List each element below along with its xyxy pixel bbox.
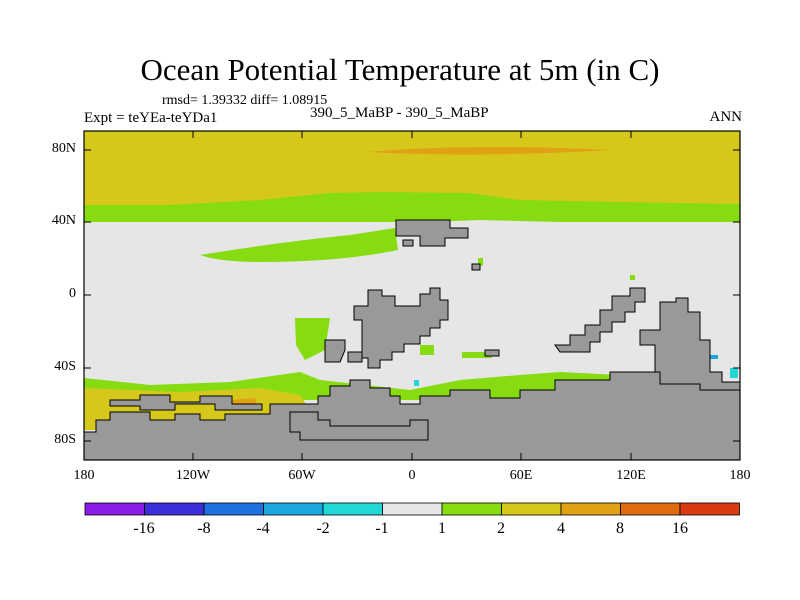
x-tick-180w: 180 [73, 468, 95, 483]
pacific-green-streak [200, 228, 398, 262]
y-tick-80n: 80N [51, 141, 76, 156]
land-ice-shelf [289, 411, 429, 441]
plot-title: Ocean Potential Temperature at 5m (in C) [140, 52, 660, 87]
colorbar-label-m2: -2 [316, 520, 330, 537]
green-spot-2 [630, 275, 635, 280]
land-small-c [347, 351, 363, 363]
land-masses [84, 219, 740, 460]
colorbar-box-3 [263, 502, 324, 516]
band-north-green [84, 192, 740, 222]
colorbar [84, 502, 740, 516]
land-island-a [402, 239, 414, 247]
colorbar-label-8: 8 [616, 520, 624, 537]
arctic-orange-streak [368, 146, 610, 155]
colorbar-box-8 [560, 502, 621, 516]
colorbar-label-1: 1 [438, 520, 446, 537]
x-tick-60e: 60E [509, 468, 533, 483]
colorbar-box-0 [84, 502, 145, 516]
colorbar-label-m1: -1 [375, 520, 389, 537]
y-tick-40n: 40N [51, 213, 76, 228]
colorbar-box-1 [144, 502, 205, 516]
land-europe [395, 219, 469, 247]
colorbar-label-4: 4 [557, 520, 565, 537]
y-tick-40s: 40S [54, 359, 76, 374]
colorbar-box-5 [382, 502, 443, 516]
x-tick-120e: 120E [616, 468, 646, 483]
green-spot-1 [478, 258, 483, 266]
land-south-africa-tip [324, 339, 346, 363]
colorbar-box-4 [322, 502, 383, 516]
cool-spot-pacific-b [730, 368, 738, 378]
land-island-b [471, 263, 481, 271]
colorbar-box-10 [679, 502, 740, 516]
cool-spot-pacific-a [708, 355, 718, 359]
colorbar-label-m16: -16 [133, 520, 155, 537]
colorbar-label-16: 16 [672, 520, 688, 537]
green-spot-4 [462, 352, 492, 358]
y-tick-80s: 80S [54, 432, 76, 447]
colorbar-label-2: 2 [497, 520, 505, 537]
land-small-d [484, 349, 500, 357]
land-asia-arc [554, 287, 646, 353]
colorbar-box-6 [441, 502, 502, 516]
x-tick-60w: 60W [288, 468, 316, 483]
cool-spot-atlantic [414, 380, 419, 386]
stats-line: rmsd= 1.39332 diff= 1.08915 [162, 93, 328, 108]
experiment-label: Expt = teYEa-teYDa1 [84, 110, 218, 126]
x-tick-120w: 120W [175, 468, 211, 483]
x-tick-0: 0 [408, 468, 416, 483]
axis-ticks [84, 131, 740, 460]
land-antarctica [84, 371, 740, 460]
x-tick-180e: 180 [729, 468, 751, 483]
colorbar-box-7 [501, 502, 562, 516]
y-tick-0: 0 [69, 286, 76, 301]
map-field [84, 131, 740, 460]
season-label: ANN [709, 109, 743, 125]
green-spot-3 [420, 345, 434, 355]
land-africa [353, 287, 449, 369]
colorbar-box-2 [203, 502, 264, 516]
case-label: 390_5_MaBP - 390_5_MaBP [310, 105, 489, 121]
land-antarctic-peninsula [109, 394, 263, 411]
colorbar-label-m8: -8 [197, 520, 211, 537]
colorbar-box-9 [620, 502, 681, 516]
tropical-green-patch [295, 318, 330, 360]
colorbar-label-m4: -4 [256, 520, 270, 537]
